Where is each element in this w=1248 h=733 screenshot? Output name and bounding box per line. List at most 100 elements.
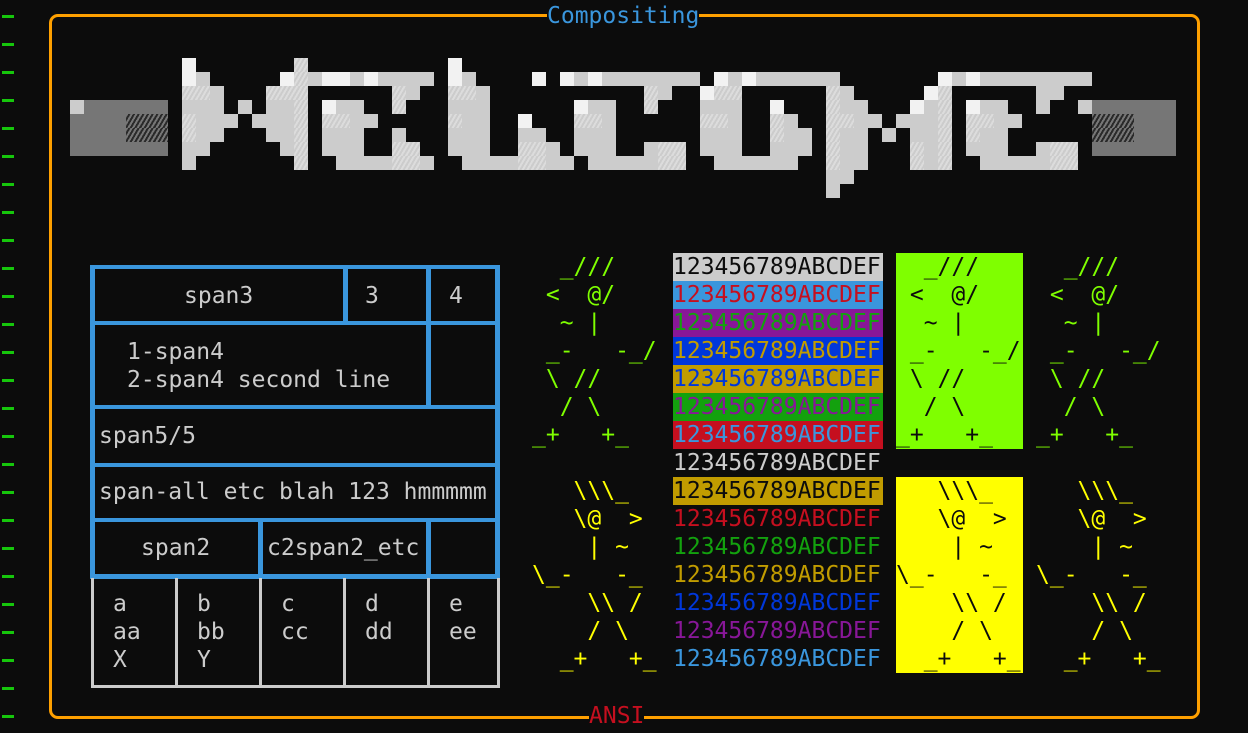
logo-block — [1120, 100, 1134, 114]
logo-block — [420, 156, 434, 170]
logo-block — [784, 114, 798, 128]
logo-block — [182, 114, 196, 128]
logo-block — [336, 114, 350, 128]
logo-block — [644, 142, 658, 156]
logo-block — [420, 72, 434, 86]
grid-cell: c — [281, 591, 295, 617]
logo-block — [1008, 114, 1022, 128]
logo-block — [196, 142, 210, 156]
logo-block — [140, 142, 154, 156]
logo-block — [182, 86, 196, 100]
green-figure-line: _- -_/ — [532, 338, 657, 364]
logo-block — [350, 142, 364, 156]
logo-block — [980, 72, 994, 86]
yellow-figure-line: / \ — [532, 618, 629, 644]
logo-block — [574, 100, 588, 114]
green-figure-line: / \ — [532, 394, 602, 420]
logo-block — [602, 142, 616, 156]
logo-block — [924, 142, 938, 156]
logo-block — [1134, 128, 1148, 142]
logo-block — [210, 128, 224, 142]
logo-block — [700, 100, 714, 114]
color-row: 123456789ABCDEF — [673, 562, 881, 588]
logo-block — [686, 72, 700, 86]
logo-block — [126, 128, 140, 142]
logo-block — [462, 100, 476, 114]
logo-block — [616, 72, 630, 86]
gutter-dash — [2, 351, 14, 354]
logo-block — [742, 156, 756, 170]
logo-block — [588, 156, 602, 170]
logo-block — [826, 72, 840, 86]
grid-cell: aa — [113, 619, 141, 645]
logo-block — [518, 128, 532, 142]
logo-block — [378, 156, 392, 170]
gutter-dash — [2, 239, 14, 242]
logo-block — [714, 156, 728, 170]
green-figure-line: ~ | — [532, 310, 602, 336]
logo-block — [280, 72, 294, 86]
logo-block — [392, 156, 406, 170]
logo-block — [448, 142, 462, 156]
logo-block — [574, 142, 588, 156]
logo-block — [882, 128, 896, 142]
frame-title: Compositing — [547, 2, 700, 30]
logo-block — [1022, 72, 1036, 86]
logo-block — [756, 156, 770, 170]
gutter-dash — [2, 687, 14, 690]
logo-block — [1050, 72, 1064, 86]
logo-block — [1064, 72, 1078, 86]
logo-block — [294, 100, 308, 114]
logo-block — [854, 156, 868, 170]
logo-block — [224, 114, 238, 128]
green-figure-line: / \ — [1036, 394, 1106, 420]
green-figure-line: \ // — [532, 366, 602, 392]
logo-block — [476, 86, 490, 100]
logo-block — [336, 142, 350, 156]
color-row: 123456789ABCDEF — [673, 534, 881, 560]
logo-block — [728, 72, 742, 86]
logo-block — [700, 128, 714, 142]
logo-block — [714, 100, 728, 114]
gutter-dash — [2, 267, 14, 270]
logo-block — [770, 114, 784, 128]
logo-block — [910, 142, 924, 156]
logo-block — [770, 100, 784, 114]
green-figure-line: ~ | — [1036, 310, 1106, 336]
logo-block — [1106, 142, 1120, 156]
logo-block — [728, 156, 742, 170]
logo-block — [924, 86, 938, 100]
logo-block — [462, 72, 476, 86]
logo-block — [644, 100, 658, 114]
logo-block — [770, 128, 784, 142]
logo-block — [1036, 86, 1050, 100]
gutter-dash — [2, 575, 14, 578]
grid-cell: bb — [197, 619, 225, 645]
logo-block — [1036, 72, 1050, 86]
logo-block — [994, 142, 1008, 156]
green-figure-line: _+ +_ — [896, 422, 993, 448]
logo-block — [196, 100, 210, 114]
logo-block — [602, 128, 616, 142]
logo-block — [980, 142, 994, 156]
yellow-figure-line: \_- -_ — [896, 562, 1007, 588]
logo-block — [350, 128, 364, 142]
logo-block — [924, 128, 938, 142]
logo-block — [854, 114, 868, 128]
logo-block — [140, 100, 154, 114]
logo-block — [294, 142, 308, 156]
logo-block — [602, 100, 616, 114]
logo-block — [504, 156, 518, 170]
logo-block — [336, 156, 350, 170]
logo-block — [1162, 142, 1176, 156]
logo-block — [812, 72, 826, 86]
logo-block — [322, 128, 336, 142]
grid-cell: cc — [281, 619, 309, 645]
logo-block — [658, 156, 672, 170]
yellow-figure-line: \@ > — [896, 506, 1007, 532]
logo-block — [462, 128, 476, 142]
logo-block — [532, 156, 546, 170]
logo-block — [938, 72, 952, 86]
green-figure-line: < @/ — [896, 282, 980, 308]
gutter-dash — [2, 15, 14, 18]
